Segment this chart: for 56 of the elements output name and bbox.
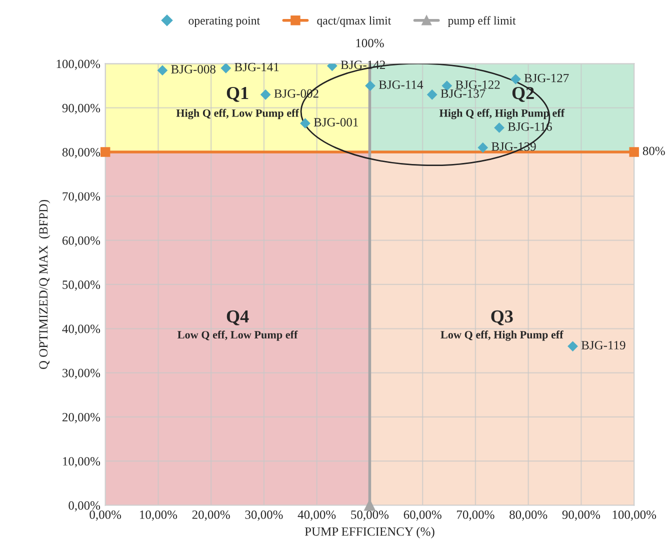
annotation: High Q eff, Low Pump eff [176,108,300,120]
point [494,122,504,133]
point [478,142,488,153]
annotation: BJG-114 [378,80,424,89]
x-tick-label: 80,00% [510,510,548,521]
annotation: 80% [642,146,665,156]
annotation: BJG-141 [234,62,279,72]
y-tick-label: 0,00% [68,501,100,512]
point [157,65,168,76]
y-tick-label: 10,00% [63,457,100,468]
y-axis-title: Q OPTIMIZED/Q MAX (BFPD) [38,200,50,370]
annotation: 100% [356,38,384,48]
legend-label: pump eff limit [448,16,516,27]
point [260,89,271,100]
x-tick-label: 20,00% [192,510,230,521]
point [300,118,310,129]
annotation: BJG-001 [314,118,358,126]
x-tick-label: 40,00% [298,510,336,521]
x-tick-label: 70,00% [457,510,494,521]
annotation: Low Q eff, Low Pump eff [178,330,298,341]
x-tick-label: 0,00% [90,510,122,521]
x-tick-label: 100,00% [612,510,656,521]
x-tick-label: 60,00% [404,510,442,521]
legend-label: operating point [188,16,260,28]
y-tick-label: 40,00% [62,324,100,335]
y-tick-label: 70,00% [62,192,100,202]
annotation: Q4 [226,310,249,326]
y-tick-label: 80,00% [62,148,100,158]
annotation: Q3 [491,310,513,326]
annotation: Q2 [512,87,534,102]
x-tick-label: 90,00% [562,510,600,521]
y-tick-label: 90,00% [62,104,100,114]
annotation: Q1 [226,87,248,102]
x-tick-label: 10,00% [140,510,178,521]
point [426,89,438,100]
annotation: BJG-008 [171,65,216,74]
point [629,147,639,157]
y-tick-label: 20,00% [62,412,100,424]
y-tick-label: 60,00% [62,236,100,247]
annotation: BJG-127 [524,74,569,82]
annotation: BJG-122 [456,80,500,89]
y-tick-label: 30,00% [62,368,100,380]
legend-label: qact/qmax limit [317,16,392,27]
y-tick-label: 100,00% [56,60,100,70]
y-tick-label: 50,00% [62,280,100,291]
point [510,74,521,84]
point [100,147,110,157]
x-axis-title: PUMP EFFICIENCY (%) [304,527,434,538]
x-tick-label: 50,00% [351,510,389,521]
point [220,64,232,74]
point [365,80,376,91]
annotation: BJG-119 [581,341,626,350]
annotation: BJG-137 [440,89,486,98]
x-tick-label: 30,00% [245,510,283,521]
point [568,341,578,352]
annotation: Low Q eff, High Pump eff [440,330,564,341]
